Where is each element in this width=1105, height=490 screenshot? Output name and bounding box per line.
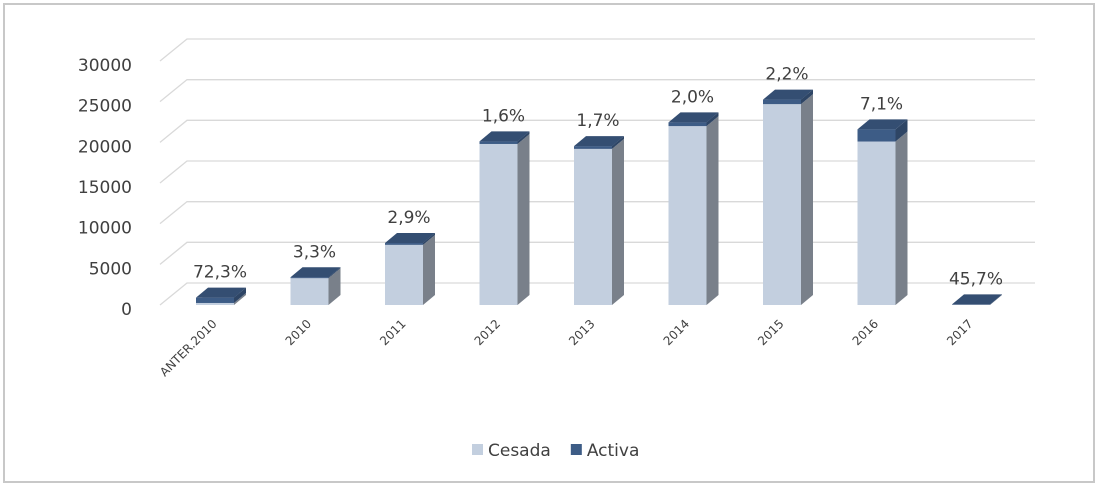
data-label: 2,0% (671, 87, 714, 107)
bar (857, 119, 908, 142)
bar (479, 131, 530, 144)
legend-swatch (472, 444, 483, 455)
bar-front (290, 277, 329, 279)
bar (479, 133, 530, 305)
bar-front (196, 297, 234, 303)
y-tick-label: 15000 (78, 178, 132, 198)
bar (668, 116, 719, 305)
bar-side (423, 234, 435, 305)
bar (290, 267, 341, 279)
bar (763, 94, 813, 306)
grid-line (159, 282, 1035, 306)
grid-line (159, 119, 1035, 143)
bar-front (574, 146, 612, 149)
data-label: 1,6% (482, 106, 525, 126)
bar-side (234, 287, 246, 303)
data-label: 1,7% (576, 111, 619, 131)
bar-front (196, 302, 234, 305)
bar-side (801, 89, 813, 105)
data-label: 72,3% (193, 263, 247, 283)
bar-side (517, 133, 530, 305)
bar (574, 136, 624, 149)
bar-front (668, 122, 707, 127)
y-tick-label: 20000 (78, 137, 132, 157)
data-label: 3,3% (293, 242, 336, 262)
bar-side (990, 294, 1002, 305)
data-label: 7,1% (860, 94, 903, 114)
bar-side (895, 131, 908, 305)
grid-line (159, 160, 1035, 184)
bar-top (385, 233, 435, 244)
bar-front (857, 141, 896, 305)
bar-front (763, 99, 801, 105)
bar-top (290, 267, 341, 278)
bar-side (706, 116, 719, 305)
grid-line (159, 241, 1035, 265)
bar (763, 89, 813, 105)
bar-top (479, 131, 530, 142)
bar-front (857, 129, 896, 142)
bar (196, 287, 246, 303)
bar-side (328, 268, 341, 305)
bar-top (857, 119, 908, 130)
data-label: 2,9% (387, 208, 430, 228)
bar (385, 233, 435, 245)
bar-side (234, 292, 246, 305)
y-tick-label: 10000 (78, 219, 132, 239)
bar-front (385, 243, 423, 245)
bar-front (290, 278, 329, 305)
bar-side (423, 233, 435, 245)
y-tick-label: 30000 (78, 56, 132, 76)
bar (574, 138, 624, 305)
y-tick-label: 25000 (78, 97, 132, 117)
bar (668, 112, 719, 127)
bar-side (990, 294, 1002, 305)
bar (857, 131, 908, 305)
bar-front (385, 244, 423, 305)
bar-front (668, 126, 707, 305)
bar-top (196, 287, 246, 298)
data-label: 2,2% (765, 65, 808, 85)
chart-frame (3, 3, 1095, 483)
bar-side (328, 267, 341, 279)
legend-swatch (570, 444, 582, 455)
bar-top (952, 294, 1002, 305)
y-tick-label: 0 (121, 300, 132, 320)
bar-side (895, 119, 908, 142)
data-label: 45,7% (949, 269, 1003, 289)
bar-top (574, 136, 624, 147)
bar-side (801, 94, 813, 306)
bar-front (574, 148, 612, 305)
bar-side (612, 138, 624, 305)
bar-side (706, 112, 719, 127)
bar-side (612, 136, 624, 149)
legend-label: Activa (587, 441, 640, 461)
bar-top (668, 112, 719, 123)
grid-line (159, 201, 1035, 225)
bar (952, 294, 1002, 305)
bar-front (479, 141, 518, 144)
grid-line (159, 38, 1035, 62)
legend-label: Cesada (488, 441, 551, 461)
bar-front (479, 143, 518, 305)
y-tick-label: 5000 (89, 259, 132, 279)
bar-top (763, 89, 813, 100)
bar (385, 234, 435, 305)
bar-front (763, 104, 801, 306)
grid-line (159, 79, 1035, 103)
bar-side (517, 131, 530, 144)
